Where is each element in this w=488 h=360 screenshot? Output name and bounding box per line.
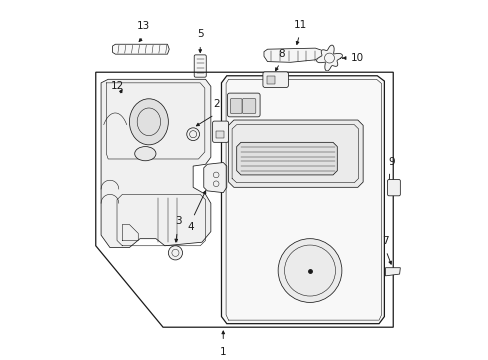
Polygon shape <box>203 162 226 193</box>
Text: 8: 8 <box>278 49 285 59</box>
Text: 11: 11 <box>293 20 306 30</box>
FancyBboxPatch shape <box>194 55 206 77</box>
Text: 10: 10 <box>350 53 363 63</box>
Polygon shape <box>228 120 363 187</box>
Polygon shape <box>385 268 400 276</box>
Polygon shape <box>101 79 210 248</box>
Polygon shape <box>221 76 384 324</box>
FancyBboxPatch shape <box>212 121 228 142</box>
Text: 1: 1 <box>220 347 226 357</box>
Text: 4: 4 <box>187 222 194 232</box>
Bar <box>216 131 224 138</box>
FancyBboxPatch shape <box>242 98 255 114</box>
Circle shape <box>168 246 182 260</box>
FancyBboxPatch shape <box>227 93 260 117</box>
Text: 13: 13 <box>137 21 150 31</box>
Ellipse shape <box>134 147 156 161</box>
FancyBboxPatch shape <box>230 98 242 114</box>
Ellipse shape <box>129 99 168 145</box>
FancyBboxPatch shape <box>266 76 274 84</box>
FancyBboxPatch shape <box>387 180 400 196</box>
Polygon shape <box>264 48 322 62</box>
Text: 6: 6 <box>249 127 256 137</box>
Text: 9: 9 <box>387 157 394 167</box>
Text: 3: 3 <box>175 216 181 226</box>
Text: 12: 12 <box>110 81 123 91</box>
Polygon shape <box>112 44 169 54</box>
Text: 5: 5 <box>197 28 203 39</box>
Polygon shape <box>316 45 342 71</box>
Circle shape <box>186 128 199 140</box>
Text: 7: 7 <box>381 237 387 247</box>
FancyBboxPatch shape <box>263 72 288 87</box>
Polygon shape <box>236 142 337 175</box>
Text: 2: 2 <box>213 99 220 109</box>
Circle shape <box>278 239 341 302</box>
